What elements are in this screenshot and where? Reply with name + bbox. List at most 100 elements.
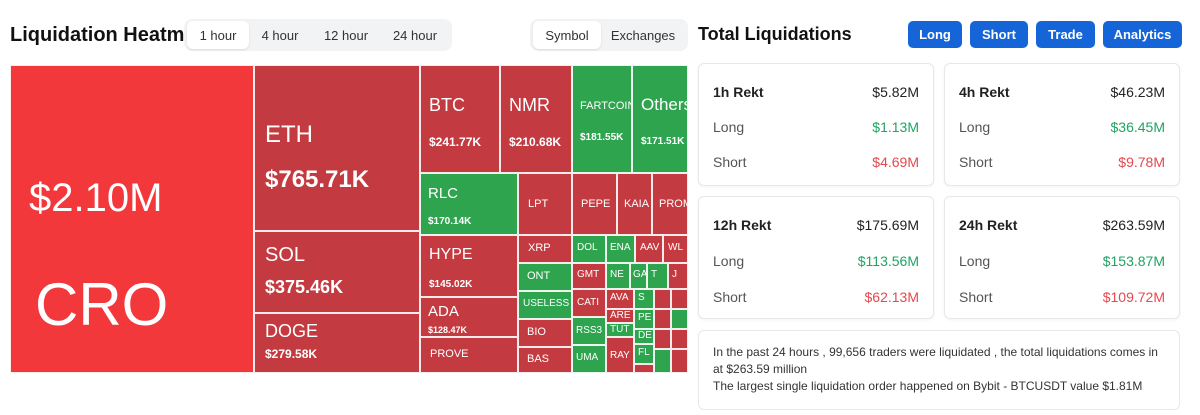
heatmap-tile[interactable]: ENA [606, 235, 635, 263]
heatmap-tile[interactable]: KAIA [617, 173, 652, 235]
heatmap-tile[interactable]: WL [663, 235, 688, 263]
heatmap-tile[interactable]: DOGE $279.58K [254, 313, 420, 373]
tile-value: $765.71K [265, 166, 370, 193]
short-label: Short [713, 289, 747, 305]
heatmap-tile[interactable]: S [634, 289, 654, 309]
tile-symbol: ETH [265, 121, 313, 148]
heatmap-tile[interactable]: RLC $170.14K [420, 173, 518, 235]
card-title: 4h Rekt [959, 84, 1010, 100]
trade-button[interactable]: Trade [1036, 21, 1095, 48]
heatmap-tile[interactable]: HYPE $145.02K [420, 235, 518, 297]
long-label: Long [959, 119, 991, 135]
rekt-card-24h: 24h Rekt $263.59M Long $153.87M Short $109.… [944, 196, 1180, 319]
tile-value: $279.58K [265, 347, 318, 361]
heatmap-tile[interactable] [671, 289, 688, 309]
summary-line-2: The largest single liquidation order hap… [713, 379, 1143, 393]
view-tabs: Symbol Exchanges [530, 19, 688, 51]
tile-symbol: FARTCOIN [580, 100, 632, 112]
tab-4-hour[interactable]: 4 hour [261, 27, 299, 43]
heatmap-tile[interactable]: ONT [518, 263, 572, 291]
tile-symbol: GMT [577, 269, 600, 280]
tile-value: $145.02K [429, 279, 473, 290]
heatmap-tile[interactable]: FL [634, 344, 654, 364]
heatmap-tile[interactable]: GA [630, 263, 647, 289]
rekt-card-1h: 1h Rekt $5.82M Long $1.13M Short $4.69M [698, 63, 934, 186]
analytics-button[interactable]: Analytics [1103, 21, 1182, 48]
heatmap-tile[interactable]: RSS3 [572, 317, 606, 345]
heatmap-tile[interactable]: PEPE [572, 173, 617, 235]
rekt-card-4h: 4h Rekt $46.23M Long $36.45M Short $9.78M [944, 63, 1180, 186]
heatmap-tile[interactable]: CRO $2.10M [10, 65, 254, 373]
heatmap-tile[interactable]: PE [634, 309, 654, 329]
tab-1-hour[interactable]: 1 hour [187, 21, 249, 49]
heatmap-tile[interactable]: BTC $241.77K [420, 65, 500, 173]
heatmap-tile[interactable]: CATI [572, 289, 606, 317]
heatmap-tile[interactable]: PROVE [420, 337, 518, 373]
heatmap-tile[interactable]: DE [634, 329, 654, 344]
tile-value: $375.46K [265, 277, 344, 297]
tile-symbol: PE [638, 312, 652, 323]
heatmap-tile[interactable]: USELESS [518, 291, 572, 319]
heatmap-tile[interactable]: ADA $128.47K [420, 297, 518, 337]
tab-12-hour[interactable]: 12 hour [323, 27, 369, 43]
tile-value: $210.68K [509, 135, 562, 149]
tile-symbol: S [638, 292, 645, 303]
short-label: Short [713, 154, 747, 170]
heatmap-tile[interactable] [634, 364, 654, 373]
tile-value: $171.51K [641, 136, 685, 147]
heatmap-tile[interactable]: GMT [572, 263, 606, 289]
heatmap-tile[interactable]: ETH $765.71K [254, 65, 420, 231]
tile-symbol: SOL [265, 244, 306, 266]
heatmap-tile[interactable]: NE [606, 263, 630, 289]
heatmap-tile[interactable]: BIO [518, 319, 572, 347]
heatmap-tile[interactable]: LPT [518, 173, 572, 235]
heatmap-tile[interactable]: RAY [606, 337, 634, 373]
heatmap-tile[interactable] [671, 349, 688, 373]
short-label: Short [959, 154, 993, 170]
heatmap-tile[interactable]: AAV [635, 235, 663, 263]
tab-24-hour[interactable]: 24 hour [392, 27, 438, 43]
tile-symbol: RSS3 [576, 325, 603, 336]
heatmap-tile[interactable]: PROM [652, 173, 688, 235]
tile-value: $241.77K [429, 135, 482, 149]
heatmap-tile[interactable] [654, 289, 671, 309]
tile-symbol: ADA [428, 303, 459, 320]
tile-symbol: RLC [428, 185, 459, 202]
tile-symbol: Others [641, 95, 688, 114]
heatmap-tile[interactable] [671, 329, 688, 349]
tile-symbol: NE [610, 269, 624, 280]
time-range-tabs: 1 hour 4 hour 12 hour 24 hour [184, 19, 452, 51]
heatmap-tile[interactable]: AVA [606, 289, 634, 309]
heatmap-tile[interactable] [654, 329, 671, 349]
card-total: $175.69M [856, 217, 919, 233]
tile-value: $181.55K [580, 132, 624, 143]
long-label: Long [713, 253, 745, 269]
rekt-card-12h: 12h Rekt $175.69M Long $113.56M Short $62.1… [698, 196, 934, 319]
heatmap-tile[interactable]: ARE [606, 309, 634, 323]
heatmap-tile[interactable] [654, 309, 671, 329]
heatmap-tile[interactable]: T [647, 263, 668, 289]
tile-symbol: RAY [610, 350, 630, 361]
short-button[interactable]: Short [970, 21, 1028, 48]
heatmap-tile[interactable]: DOL [572, 235, 606, 263]
tile-symbol: BTC [429, 95, 465, 115]
long-value: $36.45M [1110, 119, 1165, 135]
heatmap-tile[interactable]: TUT [606, 323, 634, 337]
heatmap-tile[interactable] [654, 349, 671, 373]
heatmap-tile[interactable]: NMR $210.68K [500, 65, 572, 173]
heatmap-tile[interactable]: Others $171.51K [632, 65, 688, 173]
heatmap-tile[interactable] [671, 309, 688, 329]
heatmap-tile[interactable]: FARTCOIN $181.55K [572, 65, 632, 173]
short-value: $109.72M [1102, 289, 1165, 305]
heatmap-tile[interactable]: J [668, 263, 688, 289]
long-button[interactable]: Long [908, 21, 962, 48]
tile-symbol: TUT [610, 324, 630, 335]
tile-symbol: UMA [576, 352, 599, 363]
tab-symbol[interactable]: Symbol [533, 21, 601, 49]
tab-exchanges[interactable]: Exchanges [610, 27, 676, 43]
heatmap-tile[interactable]: XRP [518, 235, 572, 263]
short-value: $62.13M [864, 289, 919, 305]
heatmap-tile[interactable]: BAS [518, 347, 572, 373]
heatmap-tile[interactable]: SOL $375.46K [254, 231, 420, 313]
heatmap-tile[interactable]: UMA [572, 345, 606, 373]
